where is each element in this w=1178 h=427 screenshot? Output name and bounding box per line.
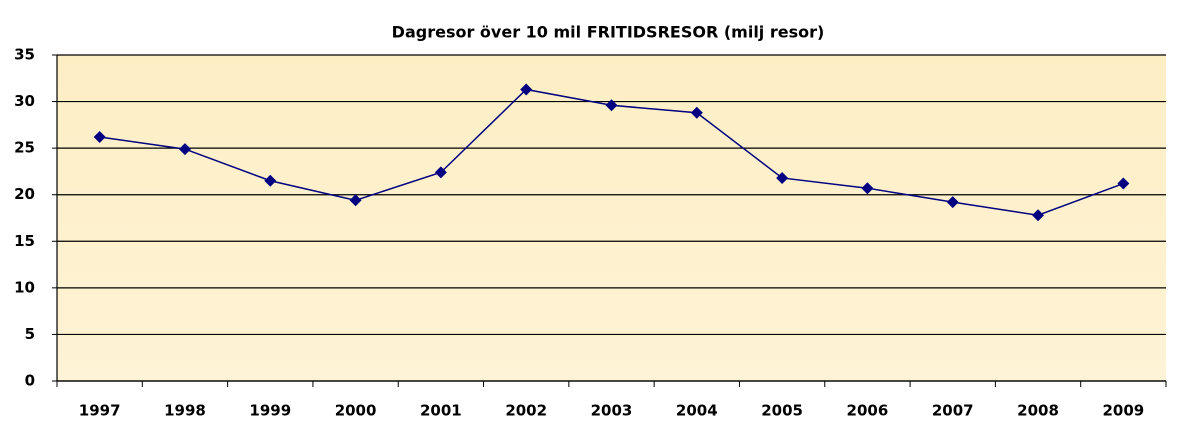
data-point: [605, 99, 618, 112]
x-tick-label: 2009: [1102, 402, 1144, 420]
x-tick-label: 2003: [591, 402, 633, 420]
data-point: [946, 196, 959, 209]
x-tick-label: 1998: [164, 402, 206, 420]
x-tick-label: 1999: [249, 402, 291, 420]
data-point: [264, 174, 277, 187]
x-tick-label: 1997: [79, 402, 121, 420]
data-point: [349, 194, 362, 207]
y-tick-label: 35: [14, 46, 35, 64]
chart-title: Dagresor över 10 mil FRITIDSRESOR (milj …: [392, 23, 825, 42]
data-point: [776, 171, 789, 184]
x-tick-label: 2005: [761, 402, 803, 420]
y-tick-label: 5: [25, 325, 35, 343]
x-tick-label: 2008: [1017, 402, 1059, 420]
x-tick-label: 2001: [420, 402, 462, 420]
data-point: [93, 130, 106, 143]
data-point: [520, 83, 533, 96]
data-point: [1032, 209, 1045, 222]
y-tick-label: 20: [14, 185, 35, 203]
data-point: [178, 143, 191, 156]
data-point: [861, 182, 874, 195]
x-tick-label: 2000: [335, 402, 377, 420]
y-tick-label: 30: [14, 92, 35, 110]
y-tick-label: 15: [14, 232, 35, 250]
y-tick-label: 10: [14, 278, 35, 296]
x-tick-label: 2002: [505, 402, 547, 420]
data-point: [1117, 177, 1130, 190]
x-tick-label: 2006: [847, 402, 889, 420]
x-tick-label: 2004: [676, 402, 718, 420]
y-tick-label: 25: [14, 139, 35, 157]
data-point: [434, 166, 447, 179]
x-tick-label: 2007: [932, 402, 974, 420]
y-tick-label: 0: [25, 372, 35, 390]
data-point: [690, 106, 703, 119]
